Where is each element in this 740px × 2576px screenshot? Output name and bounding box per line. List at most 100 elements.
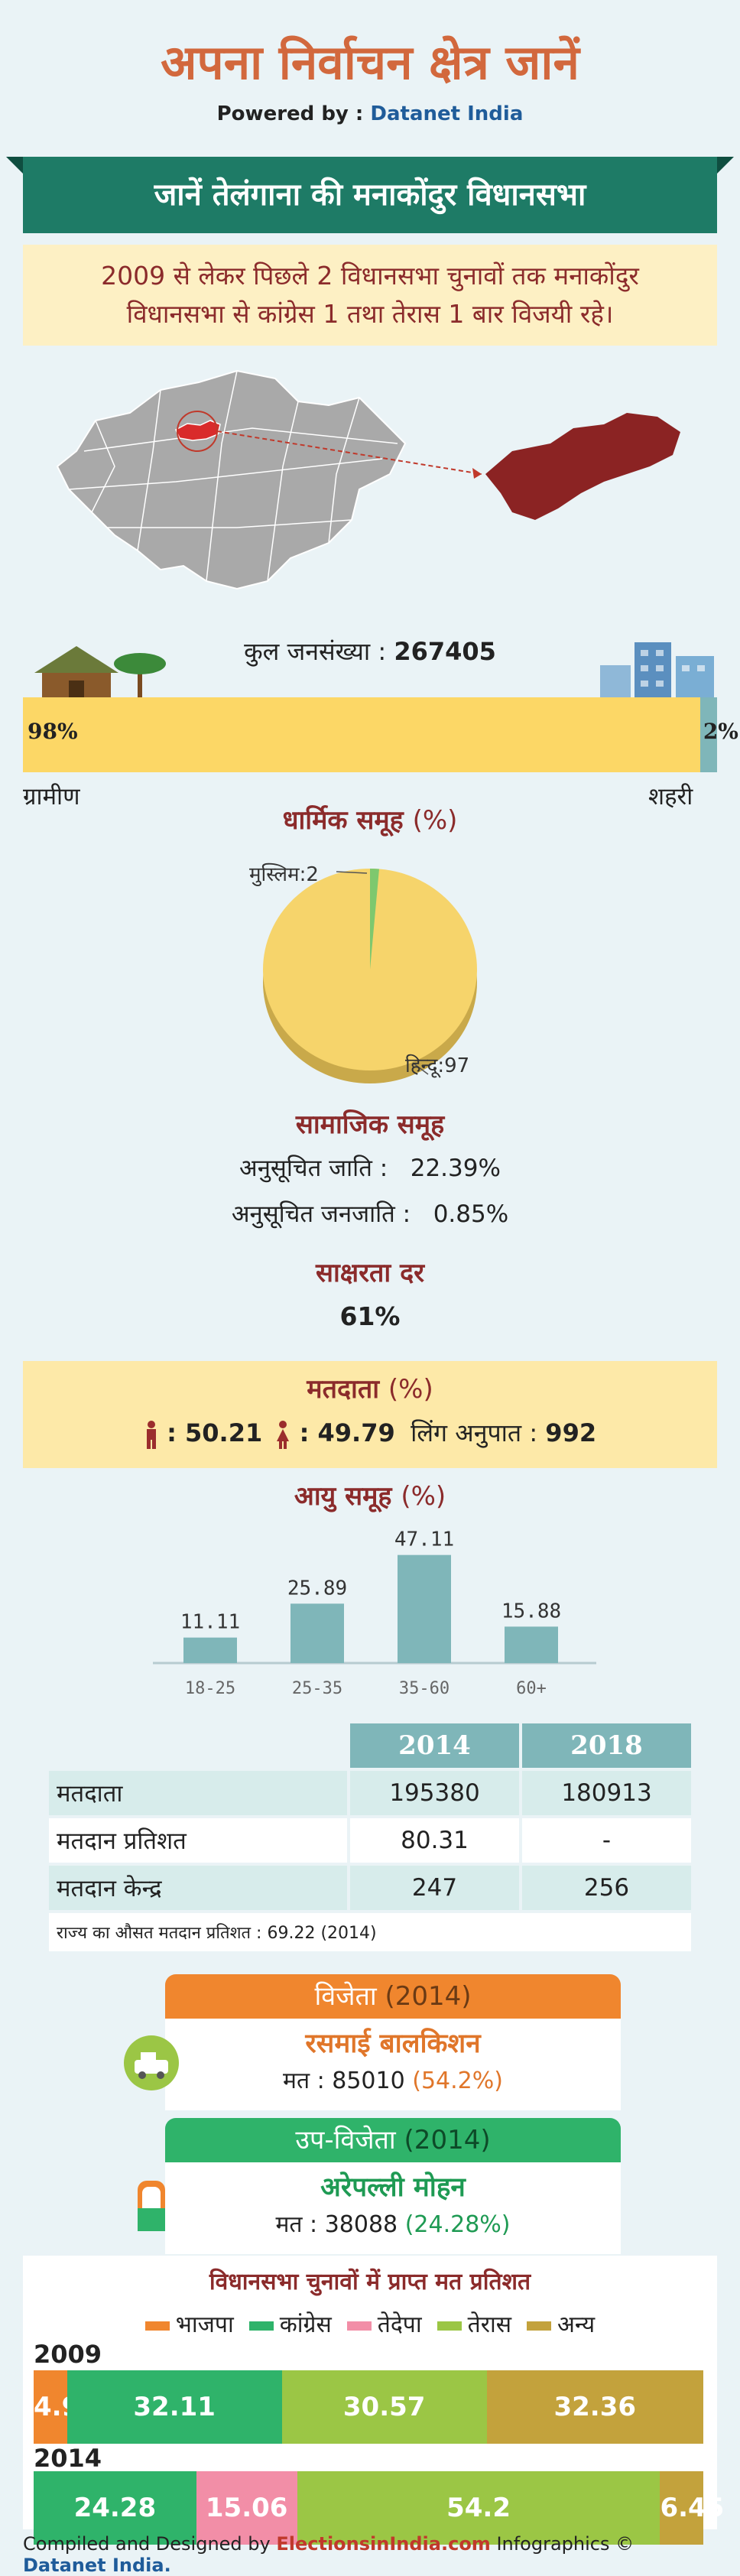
vote-segment: 32.36 xyxy=(486,2370,703,2444)
intro-line-2: विधानसभा से कांग्रेस 1 तथा तेरास 1 बार व… xyxy=(126,299,614,329)
runner-votes-row: मत : 38088 (24.28%) xyxy=(165,2204,621,2239)
footer-compiled: Compiled and Designed by xyxy=(23,2533,277,2555)
voters-heading-text: मतदाता xyxy=(307,1374,380,1405)
age-tick-label: 35-60 xyxy=(399,1679,450,1698)
vote-share-bar-2009: 4.97 32.11 30.57 32.36 xyxy=(34,2370,703,2444)
rural-hut-icon xyxy=(34,646,166,700)
legend-label: कांग्रेस xyxy=(279,2311,332,2338)
voters-heading: मतदाता (%) xyxy=(0,1370,740,1405)
age-heading: आयु समूह (%) xyxy=(0,1477,740,1512)
pie-slice-muslim xyxy=(370,869,379,970)
row-value-2014: 80.31 xyxy=(350,1818,519,1863)
row-label: मतदान केन्द्र xyxy=(49,1866,347,1910)
year-label-2009: 2009 xyxy=(34,2340,102,2369)
stats-table-wrap: 2014 2018 मतदाता 195380 180913 मतदान प्र… xyxy=(46,1720,694,1951)
page-title: अपना निर्वाचन क्षेत्र जानें xyxy=(161,34,579,90)
age-bar-chart: 11.11 18-25 25.89 25-35 47.11 35-60 15.88 60+ xyxy=(153,1528,596,1698)
sex-ratio-label: लिंग अनुपात : xyxy=(411,1418,546,1447)
runner-body: अरेपल्ली मोहन मत : 38088 (24.28%) xyxy=(138,2162,621,2254)
powered-by-brand: Datanet India xyxy=(370,102,524,125)
age-value-label: 11.11 xyxy=(180,1611,240,1634)
runner-pct: (24.28%) xyxy=(404,2211,511,2238)
age-value-label: 25.89 xyxy=(287,1577,347,1600)
vote-segment: 30.57 xyxy=(281,2370,487,2444)
age-bar-18-25 xyxy=(183,1637,237,1663)
row-value-2014: 247 xyxy=(350,1866,519,1910)
banner-fold-left xyxy=(6,157,23,174)
powered-by: Powered by : Datanet India xyxy=(0,102,740,125)
female-pct: : 49.79 xyxy=(299,1418,395,1447)
stats-header-blank xyxy=(49,1723,347,1768)
row-value-2018: 256 xyxy=(522,1866,691,1910)
legend-label: तेदेपा xyxy=(377,2311,422,2338)
population-value: 267405 xyxy=(394,637,496,666)
powered-by-prefix: Powered by : xyxy=(216,102,371,125)
table-row: मतदान केन्द्र 247 256 xyxy=(49,1866,691,1910)
vote-segment: 54.2 xyxy=(297,2471,660,2545)
age-tick-label: 60+ xyxy=(516,1679,547,1698)
age-heading-text: आयु समूह xyxy=(294,1481,392,1512)
winner-name: रसमाई बालकिशन xyxy=(305,2029,481,2059)
row-value-2014: 195380 xyxy=(350,1771,519,1815)
sc-row: अनुसूचित जाति : 22.39% xyxy=(0,1152,740,1184)
pie-label-hindu: हिन्दू:97 xyxy=(405,1054,469,1078)
footer-brand: Datanet India. xyxy=(23,2555,171,2576)
connector-arrow xyxy=(472,468,482,479)
vote-segment: 24.28 xyxy=(34,2471,196,2545)
urban-bar: 2% xyxy=(699,697,738,772)
constituency-zoom xyxy=(485,413,680,520)
row-value-2018: - xyxy=(522,1818,691,1863)
year-header-2014: 2014 xyxy=(350,1723,519,1768)
intro-line-1: 2009 से लेकर पिछले 2 विधानसभा चुनावों तक… xyxy=(101,261,639,291)
voters-row: : 50.21 : 49.79 लिंग अनुपात : 992 xyxy=(0,1416,740,1449)
age-bar-35-60 xyxy=(398,1554,451,1663)
row-label: मतदान प्रतिशत xyxy=(49,1818,347,1863)
footer: Compiled and Designed by ElectionsinIndi… xyxy=(23,2533,717,2576)
age-unit: (%) xyxy=(401,1481,446,1512)
runner-heading: उप-विजेता xyxy=(295,2125,396,2155)
vote-segment: 15.06 xyxy=(196,2471,297,2545)
female-icon xyxy=(277,1421,290,1449)
runner-name: अरेपल्ली मोहन xyxy=(320,2172,466,2203)
runner-party-symbol-icon xyxy=(138,2181,165,2231)
vote-share-legend: भाजपा कांग्रेस तेदेपा तेरास अन्य xyxy=(0,2308,740,2339)
male-pct: : 50.21 xyxy=(167,1418,263,1447)
footer-infographics: Infographics © xyxy=(490,2533,635,2555)
row-value-2018: 180913 xyxy=(522,1771,691,1815)
winner-year: (2014) xyxy=(385,1981,472,2012)
voters-unit: (%) xyxy=(388,1374,433,1405)
age-value-label: 47.11 xyxy=(394,1528,454,1551)
hindu-leader-line xyxy=(412,1062,429,1075)
legend-label: अन्य xyxy=(557,2311,596,2338)
muslim-leader-line xyxy=(336,871,368,874)
religion-heading: धार्मिक समूह (%) xyxy=(0,801,740,836)
winner-pct: (54.2%) xyxy=(412,2068,503,2094)
religion-heading-text: धार्मिक समूह xyxy=(282,805,404,836)
male-icon xyxy=(146,1421,156,1449)
legend-swatch xyxy=(248,2321,274,2331)
winner-body: रसमाई बालकिशन मत : 85010 (54.2%) xyxy=(124,2019,621,2110)
footer-site[interactable]: ElectionsinIndia.com xyxy=(276,2533,491,2555)
age-value-label: 15.88 xyxy=(501,1600,561,1623)
runner-votes: मत : 38088 xyxy=(275,2211,398,2238)
legend-swatch xyxy=(437,2321,462,2331)
stats-table: 2014 2018 मतदाता 195380 180913 मतदान प्र… xyxy=(46,1720,694,1913)
literacy-heading: साक्षरता दर xyxy=(315,1258,425,1288)
state-map-shape xyxy=(56,369,407,590)
winner-party-symbol-icon xyxy=(124,2035,179,2090)
winner-votes: मत : 85010 xyxy=(283,2068,405,2094)
winner-votes-row: मत : 85010 (54.2%) xyxy=(165,2061,621,2095)
religion-unit: (%) xyxy=(412,805,458,836)
rural-name: ग्रामीण xyxy=(23,783,80,810)
legend-swatch xyxy=(527,2321,552,2331)
connector-line xyxy=(216,430,482,475)
st-row: अनुसूचित जनजाति : 0.85% xyxy=(0,1197,740,1230)
stats-footnote: राज्य का औसत मतदान प्रतिशत : 69.22 (2014… xyxy=(49,1913,691,1951)
table-row: मतदाता 195380 180913 xyxy=(49,1771,691,1815)
sex-ratio-value: 992 xyxy=(545,1418,597,1447)
year-header-2018: 2018 xyxy=(522,1723,691,1768)
constituency-banner: जानें तेलंगाना की मनाकोंदुर विधानसभा xyxy=(23,157,717,233)
runner-up-card: उप-विजेता (2014) अरेपल्ली मोहन मत : 3808… xyxy=(138,2118,621,2254)
vote-segment: 4.97 xyxy=(34,2370,98,2444)
age-tick-label: 18-25 xyxy=(185,1679,235,1698)
